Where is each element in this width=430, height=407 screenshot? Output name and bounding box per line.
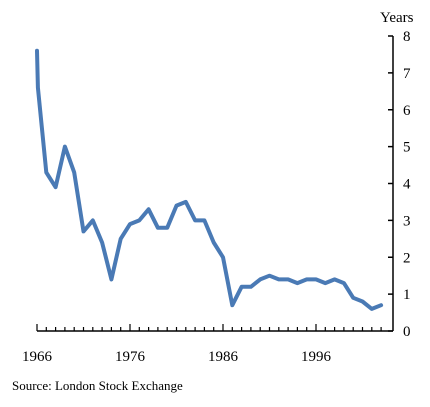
y-tick-label: 1	[403, 287, 411, 303]
series-line	[35, 48, 384, 311]
axes	[37, 36, 394, 332]
y-tick-label: 0	[403, 324, 411, 340]
y-tick-label: 3	[403, 213, 411, 229]
y-axis-ticks: 0 1 2 3 4 5 6 7 8	[388, 29, 411, 340]
y-axis-unit-label: Years	[380, 10, 414, 26]
y-tick-label: 6	[403, 103, 411, 119]
x-tick-label: 1966	[22, 349, 53, 365]
y-tick-label: 5	[403, 140, 411, 156]
y-tick-label: 2	[403, 250, 411, 266]
x-tick-label: 1996	[301, 349, 332, 365]
y-tick-label: 7	[403, 66, 411, 82]
x-axis-ticks: 1966 1976 1986 1996	[22, 324, 382, 365]
y-tick-label: 8	[403, 29, 411, 45]
y-tick-label: 4	[403, 177, 411, 193]
x-tick-label: 1986	[208, 349, 239, 365]
x-tick-label: 1976	[115, 349, 146, 365]
source-note: Source: London Stock Exchange	[12, 378, 183, 393]
series-group	[35, 48, 384, 311]
